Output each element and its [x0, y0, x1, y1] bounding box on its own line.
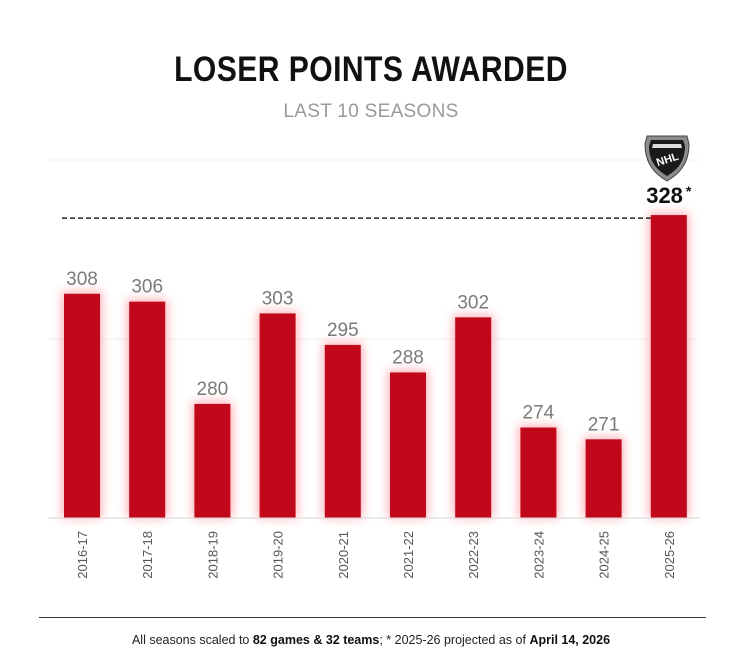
value-label-2018-19: 280 — [197, 379, 229, 400]
x-tick-label-2017-18: 2017-18 — [140, 531, 155, 579]
value-label-2017-18: 306 — [131, 277, 163, 298]
x-tick-label-2020-21: 2020-21 — [336, 531, 351, 579]
bar-2024-25 — [585, 439, 622, 518]
bar-2025-26 — [650, 215, 687, 519]
bar-2022-23 — [455, 317, 492, 518]
x-tick-label-2018-19: 2018-19 — [205, 531, 220, 579]
value-label-2021-22: 288 — [392, 347, 424, 368]
bar-2019-20 — [259, 313, 296, 518]
value-label-2022-23: 302 — [457, 292, 489, 313]
x-tick-label-2024-25: 2024-25 — [597, 531, 612, 579]
value-label-2016-17: 308 — [66, 269, 98, 290]
value-label-2024-25: 271 — [588, 414, 620, 435]
x-tick-label-2021-22: 2021-22 — [401, 531, 416, 579]
nhl-logo-icon: NHL — [644, 135, 690, 182]
footer-text-2: ; * 2025-26 projected as of — [379, 633, 530, 647]
value-label-2023-24: 274 — [523, 403, 555, 424]
value-label-2025-26: 328 * — [646, 183, 692, 208]
x-tick-label-2016-17: 2016-17 — [75, 531, 90, 579]
x-tick-label-2023-24: 2023-24 — [531, 531, 546, 579]
bar-2023-24 — [520, 427, 557, 518]
value-label-2019-20: 303 — [262, 288, 294, 309]
footer-bold-2: April 14, 2026 — [529, 633, 611, 647]
bar-2016-17 — [64, 293, 100, 518]
chart-title: LOSER POINTS AWARDED — [174, 50, 568, 89]
highlight-asterisk: * — [686, 183, 692, 199]
footer-divider — [39, 617, 706, 618]
bar-2017-18 — [129, 301, 166, 518]
footer-bold-1: 82 games & 32 teams — [252, 633, 380, 647]
x-tick-label-2025-26: 2025-26 — [662, 531, 677, 579]
chart-subtitle: LAST 10 SEASONS — [283, 101, 459, 122]
bar-2021-22 — [390, 372, 426, 518]
bar-2018-19 — [194, 403, 231, 518]
x-tick-label-2019-20: 2019-20 — [271, 531, 286, 579]
bar-chart: 308 306 280 303 295 288 302 274 271 328 * 2016-17 2… — [48, 135, 700, 579]
x-tick-label-2022-23: 2022-23 — [466, 531, 481, 579]
footer-text-1: All seasons scaled to — [131, 633, 253, 647]
value-label-2020-21: 295 — [327, 320, 359, 341]
bar-2020-21 — [324, 344, 361, 518]
footer-note: All seasons scaled to 82 games & 32 team… — [0, 633, 742, 647]
